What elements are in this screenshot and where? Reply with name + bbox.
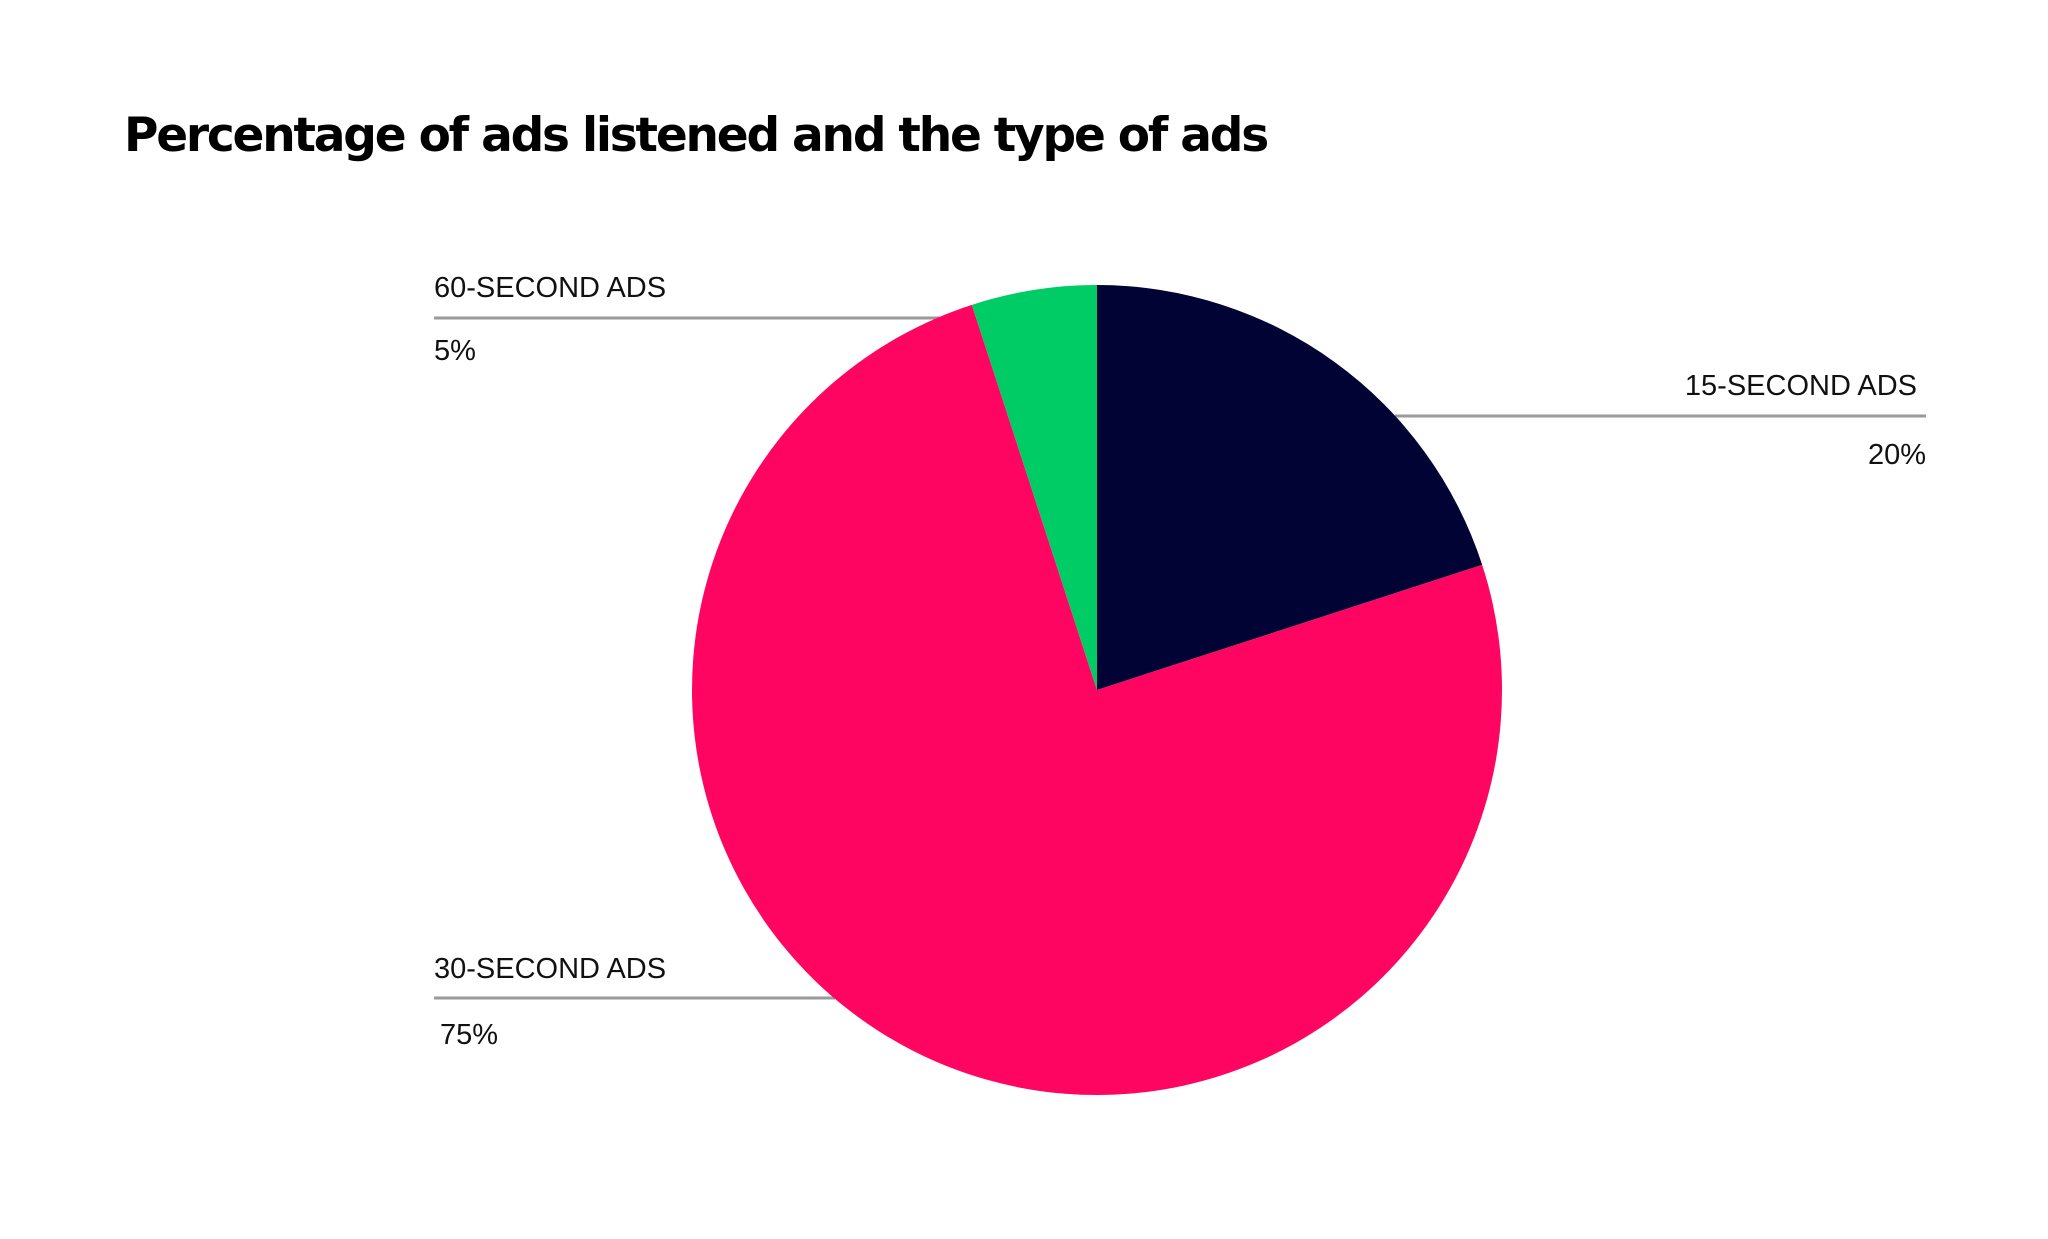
pie-slice-15-second-ads — [1097, 285, 1483, 690]
slice-label: 60-SECOND ADS — [434, 272, 666, 304]
pie-slice-30-second-ads — [692, 304, 1503, 1095]
pie-slice-60-second-ads — [971, 285, 1097, 690]
slice-value-label: 75% — [440, 1019, 498, 1051]
slice-value-label: 20% — [1868, 439, 1926, 471]
slice-value-label: 5% — [434, 335, 476, 367]
slice-label: 30-SECOND ADS — [434, 953, 666, 985]
chart-title: Percentage of ads listened and the type … — [124, 108, 1269, 163]
slice-label: 15-SECOND ADS — [1685, 370, 1917, 402]
